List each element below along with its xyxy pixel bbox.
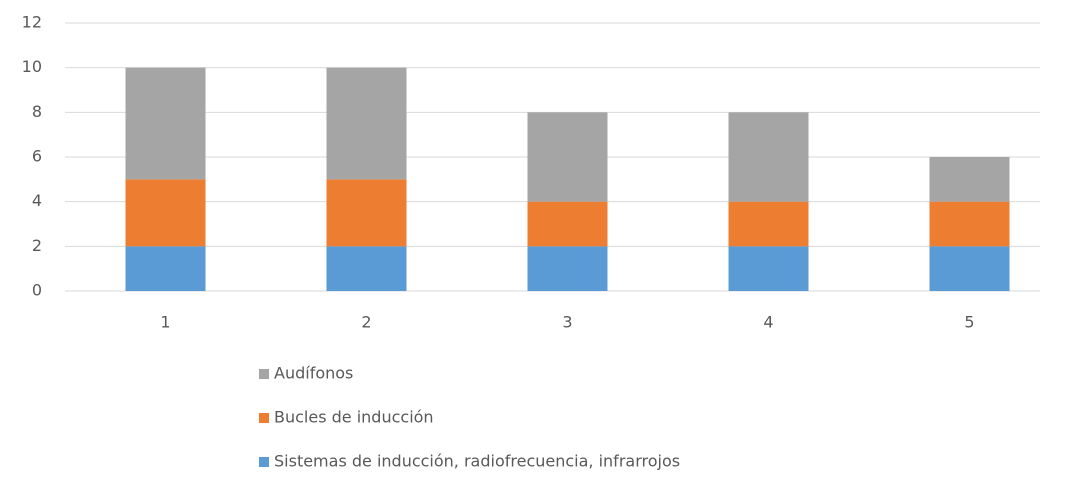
y-tick-label: 4 (32, 191, 42, 210)
y-tick-label: 8 (32, 102, 42, 121)
x-tick-label: 2 (361, 313, 371, 332)
bar-segment (929, 157, 1010, 202)
legend-swatch (259, 413, 269, 423)
legend-label: Bucles de inducción (274, 408, 434, 427)
bar-segment (125, 179, 206, 247)
bar-segment (929, 201, 1010, 247)
bar-segment (527, 112, 608, 202)
bar-segment (728, 246, 809, 291)
y-tick-label: 12 (22, 13, 42, 32)
y-tick-label: 0 (32, 281, 42, 300)
bar-segment (728, 201, 809, 247)
bar-segment (527, 246, 608, 291)
y-tick-label: 10 (22, 57, 42, 76)
bar-segment (125, 67, 206, 180)
legend-label: Audífonos (274, 364, 353, 383)
x-tick-label: 3 (562, 313, 572, 332)
y-tick-label: 2 (32, 236, 42, 255)
bar-segment (728, 112, 809, 202)
bar-segment (125, 246, 206, 291)
y-tick-label: 6 (32, 147, 42, 166)
legend-swatch (259, 457, 269, 467)
legend-label: Sistemas de inducción, radiofrecuencia, … (274, 452, 680, 471)
x-tick-label: 1 (160, 313, 170, 332)
bar-segment (929, 246, 1010, 291)
x-tick-label: 4 (763, 313, 773, 332)
bar-segment (527, 201, 608, 247)
x-tick-label: 5 (964, 313, 974, 332)
legend-swatch (259, 369, 269, 379)
bar-segment (326, 179, 407, 247)
bar-segment (326, 67, 407, 180)
bar-segment (326, 246, 407, 291)
